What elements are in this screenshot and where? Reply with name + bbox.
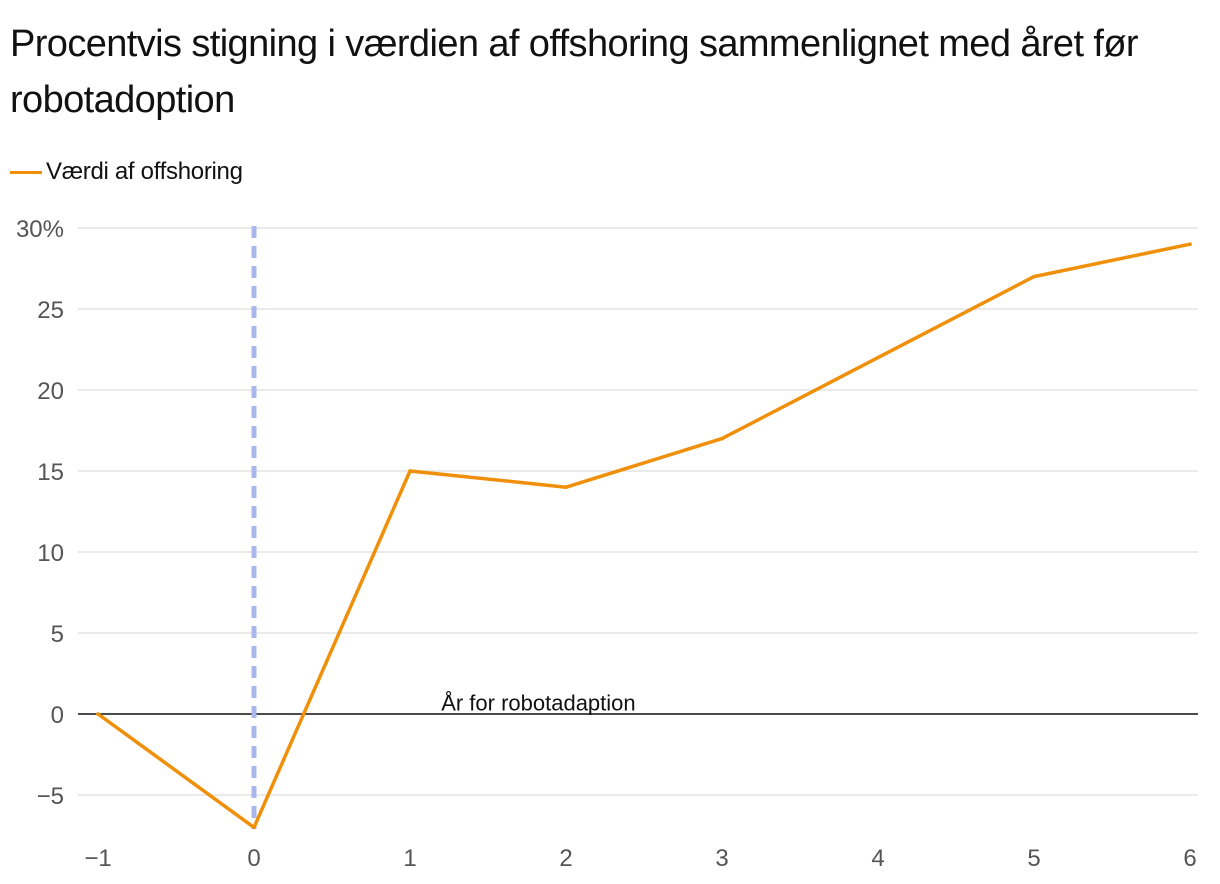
data-point xyxy=(408,469,412,473)
legend-label: Værdi af offshoring xyxy=(46,158,243,185)
x-tick-label: 4 xyxy=(871,845,884,872)
y-tick-label: 0 xyxy=(51,702,64,729)
data-point xyxy=(1032,274,1036,279)
y-tick-label: 15 xyxy=(37,459,64,486)
y-tick-label: 20 xyxy=(37,378,64,405)
data-point xyxy=(252,825,256,830)
legend-swatch xyxy=(10,170,42,174)
data-point xyxy=(564,485,568,489)
y-tick-label: 30% xyxy=(16,216,64,243)
y-tick-labels: 30% 25 20 15 10 5 0 −5 xyxy=(16,216,64,810)
annotations: År for robotadaption xyxy=(441,691,635,716)
x-tick-label: 0 xyxy=(247,845,260,872)
y-tick-label: 25 xyxy=(37,297,64,324)
x-tick-labels: −1 0 1 2 3 4 5 6 xyxy=(84,845,1196,872)
x-tick-label: 3 xyxy=(715,845,728,872)
x-tick-label: 5 xyxy=(1027,845,1040,872)
series-line-0 xyxy=(96,242,1192,830)
x-tick-label: 1 xyxy=(403,845,416,872)
y-tick-label: 10 xyxy=(37,540,64,567)
grid-lines xyxy=(78,227,1198,796)
annotation-label: År for robotadaption xyxy=(441,691,635,716)
data-point xyxy=(720,436,724,441)
legend: Værdi af offshoring xyxy=(10,156,243,188)
x-tick-label: 2 xyxy=(559,845,572,872)
series-lines xyxy=(96,242,1192,830)
data-point xyxy=(876,355,880,360)
data-point xyxy=(96,712,100,716)
y-tick-label: −5 xyxy=(37,783,64,810)
chart-title: Procentvis stigning i værdien af offshor… xyxy=(10,23,1139,121)
y-tick-label: 5 xyxy=(51,621,64,648)
x-tick-label: −1 xyxy=(84,845,111,872)
x-tick-label: 6 xyxy=(1183,845,1196,872)
data-point xyxy=(1188,242,1192,246)
